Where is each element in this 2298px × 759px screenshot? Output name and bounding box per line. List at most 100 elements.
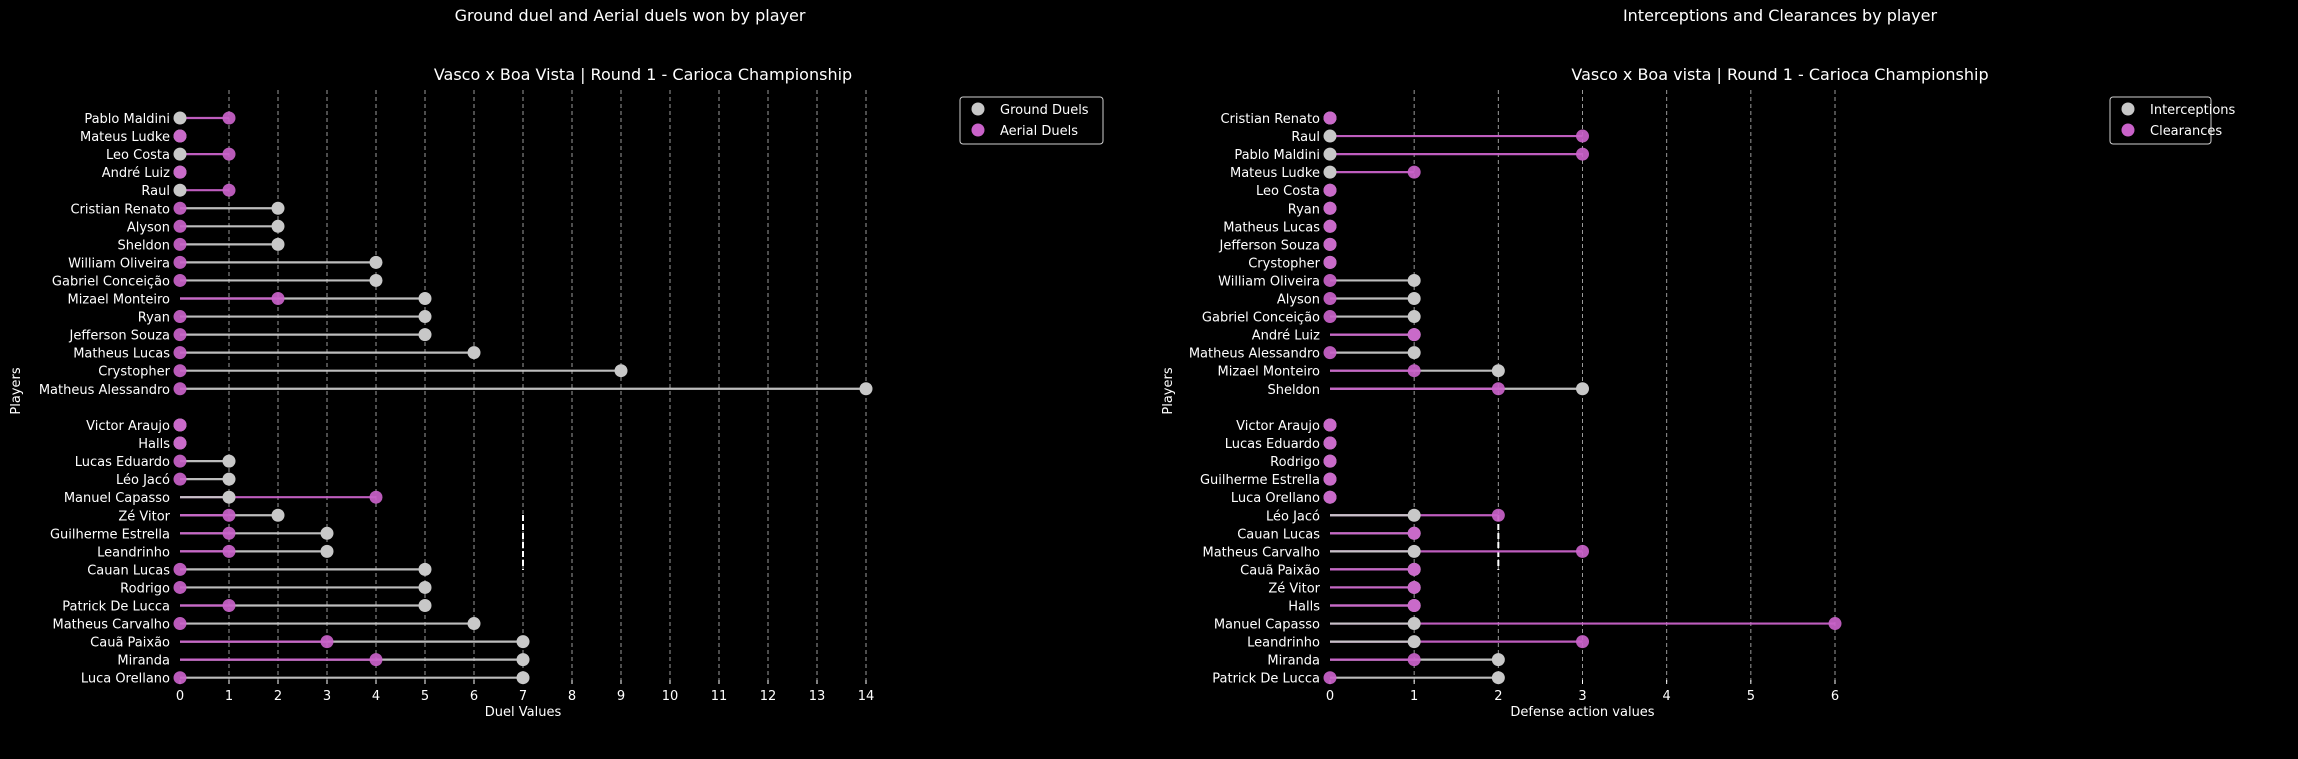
player-label: Leandrinho: [97, 545, 170, 560]
player-label: Lucas Eduardo: [1225, 437, 1320, 452]
x-axis-label: Duel Values: [485, 705, 562, 720]
player-label: Lucas Eduardo: [75, 455, 170, 470]
chart-title: Vasco x Boa Vista | Round 1 - Carioca Ch…: [434, 65, 852, 84]
point-b: [173, 382, 187, 396]
player-label: Leandrinho: [1247, 636, 1320, 651]
point-b: [1323, 255, 1337, 269]
point-a: [271, 219, 285, 233]
point-b: [173, 255, 187, 269]
player-label: Cauan Lucas: [1237, 527, 1320, 542]
point-b: [173, 617, 187, 631]
player-label: Mizael Monteiro: [68, 293, 171, 308]
legend: Interceptions Clearances: [2109, 96, 2236, 145]
point-b: [173, 273, 187, 287]
player-label: Miranda: [1267, 654, 1320, 669]
point-a: [418, 292, 432, 305]
point-a: [173, 147, 187, 161]
point-b: [173, 671, 187, 685]
point-a: [418, 310, 432, 324]
point-a: [467, 617, 481, 631]
x-tick-label: 10: [662, 689, 679, 704]
player-label: Mateus Ludke: [80, 130, 170, 145]
player-label: Raul: [141, 184, 170, 199]
point-a: [1407, 292, 1421, 305]
player-label: Cristian Renato: [70, 202, 170, 217]
point-b: [1323, 418, 1337, 432]
point-b: [1323, 671, 1337, 685]
player-label: Cauã Paixão: [1240, 563, 1320, 578]
player-label: Matheus Carvalho: [52, 618, 170, 633]
legend-marker: [2121, 102, 2135, 116]
player-label: Alyson: [1277, 293, 1320, 308]
point-a: [1407, 346, 1421, 360]
x-tick-label: 4: [1663, 689, 1671, 704]
player-label: Ryan: [1288, 202, 1320, 217]
point-a: [1491, 671, 1505, 685]
player-label: Matheus Alessandro: [39, 383, 170, 398]
point-a: [1576, 382, 1589, 396]
point-b: [1323, 111, 1337, 125]
point-b: [222, 526, 236, 540]
legend-entry: Aerial Duels: [1000, 124, 1078, 139]
point-b: [173, 436, 187, 450]
x-tick-label: 0: [176, 689, 184, 704]
point-a: [1407, 635, 1421, 649]
point-b: [173, 418, 187, 432]
point-a: [418, 599, 432, 612]
legend-marker: [2121, 123, 2135, 137]
legend-marker: [971, 123, 985, 137]
point-b: [1407, 580, 1421, 594]
point-b: [369, 653, 383, 667]
point-b: [173, 219, 187, 233]
point-b: [222, 544, 236, 558]
legend-box: [959, 96, 1104, 145]
player-label: Zé Vitor: [1268, 581, 1320, 596]
point-a: [222, 472, 236, 486]
legend-entry: Interceptions: [2150, 103, 2236, 118]
point-b: [173, 472, 187, 486]
player-label: Raul: [1291, 130, 1320, 145]
point-b: [173, 237, 187, 251]
x-tick-label: 1: [1410, 689, 1418, 704]
player-label: William Oliveira: [1218, 274, 1320, 289]
player-label: Cauã Paixão: [90, 636, 170, 651]
point-b: [1576, 147, 1589, 161]
player-label: Matheus Lucas: [73, 347, 170, 362]
point-b: [173, 454, 187, 468]
player-label: Mizael Monteiro: [1218, 365, 1321, 380]
player-label: Halls: [138, 437, 170, 452]
point-a: [1407, 617, 1421, 631]
player-label: Cristian Renato: [1220, 112, 1320, 127]
point-a: [516, 671, 530, 685]
x-tick-label: 8: [568, 689, 576, 704]
player-label: Zé Vitor: [118, 509, 170, 524]
point-b: [1491, 508, 1505, 522]
point-a: [1407, 544, 1421, 558]
player-label: Victor Araujo: [86, 419, 170, 434]
point-b: [271, 292, 285, 305]
point-b: [222, 111, 236, 125]
point-b: [173, 165, 187, 179]
legend-box: [2109, 96, 2212, 145]
player-label: Gabriel Conceição: [52, 274, 170, 289]
point-b: [173, 346, 187, 360]
point-a: [173, 183, 187, 197]
point-b: [1323, 490, 1337, 504]
point-b: [1576, 544, 1589, 558]
x-tick-label: 12: [760, 689, 777, 704]
point-a: [320, 526, 334, 540]
point-b: [1323, 292, 1337, 305]
point-a: [369, 273, 383, 287]
point-a: [1407, 310, 1421, 324]
point-b: [1323, 346, 1337, 360]
point-b: [1828, 617, 1842, 631]
chart-suptitle: Ground duel and Aerial duels won by play…: [455, 6, 806, 25]
point-b: [1407, 599, 1421, 612]
point-b: [1323, 310, 1337, 324]
legend: Ground Duels Aerial Duels: [959, 96, 1104, 145]
point-a: [516, 653, 530, 667]
point-b: [222, 183, 236, 197]
player-label: André Luiz: [102, 166, 170, 181]
point-a: [1323, 147, 1337, 161]
